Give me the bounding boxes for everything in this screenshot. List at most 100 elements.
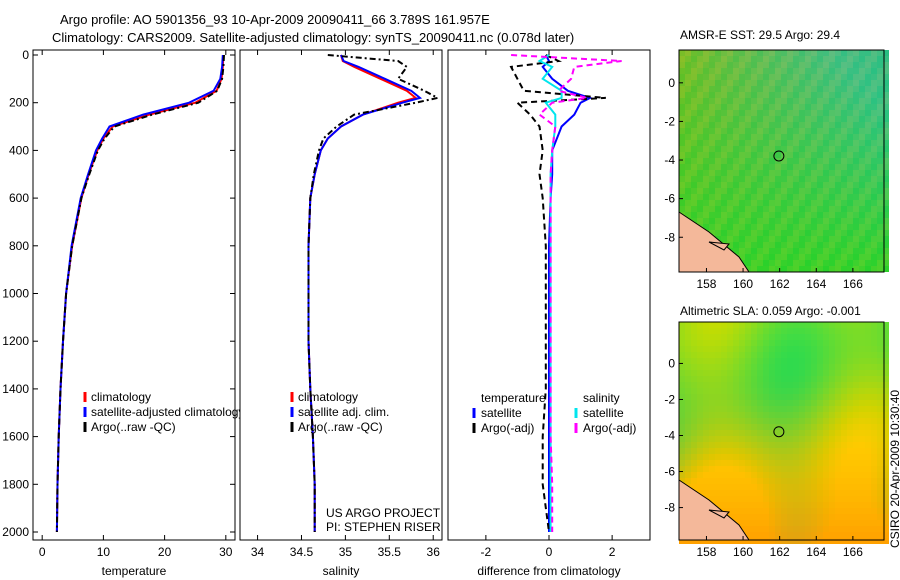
map-cell bbox=[703, 86, 709, 92]
map-cell bbox=[829, 98, 835, 104]
map-cell bbox=[805, 56, 811, 62]
map-cell bbox=[853, 490, 859, 496]
map-cell bbox=[859, 266, 865, 272]
y-tick-label: -8 bbox=[664, 501, 675, 515]
map-cell bbox=[835, 460, 841, 466]
map-cell bbox=[865, 260, 871, 266]
map-cell bbox=[775, 406, 781, 412]
map-cell bbox=[859, 520, 865, 526]
map-cell bbox=[733, 194, 739, 200]
map-cell bbox=[697, 122, 703, 128]
map-cell bbox=[745, 200, 751, 206]
map-cell bbox=[709, 218, 715, 224]
map-cell bbox=[805, 514, 811, 520]
map-cell bbox=[793, 424, 799, 430]
map-cell bbox=[763, 98, 769, 104]
map-cell bbox=[757, 334, 763, 340]
map-cell bbox=[775, 472, 781, 478]
map-cell bbox=[691, 334, 697, 340]
map-cell bbox=[841, 328, 847, 334]
map-cell bbox=[859, 74, 865, 80]
legend-label: satellite adj. clim. bbox=[298, 405, 389, 419]
map-cell bbox=[799, 508, 805, 514]
map-cell bbox=[793, 370, 799, 376]
map-cell bbox=[709, 110, 715, 116]
map-cell bbox=[817, 322, 823, 328]
map-cell bbox=[739, 400, 745, 406]
map-cell bbox=[883, 206, 889, 212]
map-cell bbox=[811, 520, 817, 526]
map-cell bbox=[733, 110, 739, 116]
map-cell bbox=[835, 50, 841, 56]
map-cell bbox=[727, 418, 733, 424]
map-cell bbox=[763, 532, 769, 538]
map-cell bbox=[805, 484, 811, 490]
map-cell bbox=[853, 460, 859, 466]
map-cell bbox=[781, 382, 787, 388]
map-cell bbox=[721, 230, 727, 236]
map-cell bbox=[799, 254, 805, 260]
map-cell bbox=[817, 218, 823, 224]
map-cell bbox=[793, 62, 799, 68]
map-cell bbox=[697, 134, 703, 140]
map-cell bbox=[733, 484, 739, 490]
map-cell bbox=[745, 194, 751, 200]
map-cell bbox=[721, 538, 727, 544]
map-cell bbox=[847, 466, 853, 472]
map-cell bbox=[823, 508, 829, 514]
map-cell bbox=[865, 104, 871, 110]
map-cell bbox=[877, 424, 883, 430]
map-cell bbox=[745, 62, 751, 68]
map-cell bbox=[835, 146, 841, 152]
map-cell bbox=[853, 224, 859, 230]
map-cell bbox=[739, 538, 745, 544]
map-cell bbox=[835, 62, 841, 68]
map-cell bbox=[763, 194, 769, 200]
map-cell bbox=[697, 472, 703, 478]
map-cell bbox=[835, 400, 841, 406]
map-cell bbox=[763, 128, 769, 134]
y-tick-label: -2 bbox=[664, 392, 675, 406]
map-cell bbox=[715, 128, 721, 134]
map-cell bbox=[865, 352, 871, 358]
map-cell bbox=[679, 158, 685, 164]
map-cell bbox=[823, 182, 829, 188]
map-cell bbox=[811, 218, 817, 224]
map-cell bbox=[691, 436, 697, 442]
map-cell bbox=[685, 92, 691, 98]
map-cell bbox=[817, 86, 823, 92]
map-cell bbox=[769, 394, 775, 400]
map-cell bbox=[757, 62, 763, 68]
map-cell bbox=[799, 400, 805, 406]
map-cell bbox=[757, 352, 763, 358]
map-cell bbox=[757, 74, 763, 80]
map-cell bbox=[751, 454, 757, 460]
map-cell bbox=[871, 80, 877, 86]
x-axis-label: temperature bbox=[102, 564, 167, 578]
map-cell bbox=[721, 116, 727, 122]
map-cell bbox=[733, 164, 739, 170]
map-cell bbox=[703, 104, 709, 110]
map-cell bbox=[697, 152, 703, 158]
map-cell bbox=[709, 406, 715, 412]
map-cell bbox=[781, 358, 787, 364]
map-cell bbox=[709, 496, 715, 502]
map-cell bbox=[781, 68, 787, 74]
map-cell bbox=[847, 484, 853, 490]
map-cell bbox=[847, 478, 853, 484]
map-cell bbox=[739, 520, 745, 526]
map-cell bbox=[763, 436, 769, 442]
map-cell bbox=[847, 436, 853, 442]
map-cell bbox=[769, 484, 775, 490]
map-cell bbox=[703, 358, 709, 364]
map-cell bbox=[733, 466, 739, 472]
map-cell bbox=[865, 68, 871, 74]
map-cell bbox=[847, 382, 853, 388]
map-cell bbox=[703, 466, 709, 472]
map-cell bbox=[877, 508, 883, 514]
map-cell bbox=[847, 50, 853, 56]
map-cell bbox=[721, 400, 727, 406]
map-cell bbox=[835, 128, 841, 134]
map-cell bbox=[871, 334, 877, 340]
map-cell bbox=[733, 68, 739, 74]
